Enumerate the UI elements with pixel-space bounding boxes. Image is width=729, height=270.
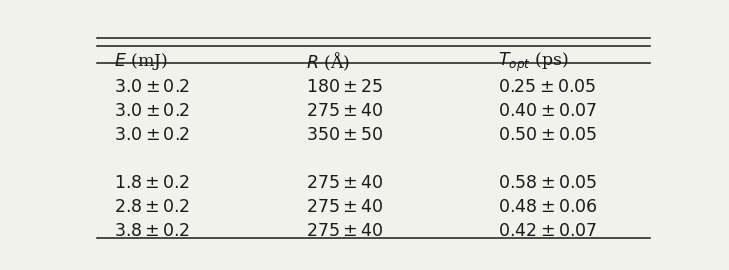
- Text: $T_{opt}$ (ps): $T_{opt}$ (ps): [498, 51, 569, 74]
- Text: $0.50 \pm 0.05$: $0.50 \pm 0.05$: [498, 127, 597, 144]
- Text: $3.0 \pm 0.2$: $3.0 \pm 0.2$: [114, 79, 190, 96]
- Text: $350 \pm 50$: $350 \pm 50$: [306, 127, 383, 144]
- Text: $3.0 \pm 0.2$: $3.0 \pm 0.2$: [114, 127, 190, 144]
- Text: $0.58 \pm 0.05$: $0.58 \pm 0.05$: [498, 175, 597, 192]
- Text: $275 \pm 40$: $275 \pm 40$: [306, 223, 383, 240]
- Text: $E$ (mJ): $E$ (mJ): [114, 51, 168, 72]
- Text: $275 \pm 40$: $275 \pm 40$: [306, 175, 383, 192]
- Text: $2.8 \pm 0.2$: $2.8 \pm 0.2$: [114, 199, 189, 216]
- Text: $0.48 \pm 0.06$: $0.48 \pm 0.06$: [498, 199, 598, 216]
- Text: $3.8 \pm 0.2$: $3.8 \pm 0.2$: [114, 223, 189, 240]
- Text: $3.0 \pm 0.2$: $3.0 \pm 0.2$: [114, 103, 190, 120]
- Text: $0.42 \pm 0.07$: $0.42 \pm 0.07$: [498, 223, 597, 240]
- Text: $1.8 \pm 0.2$: $1.8 \pm 0.2$: [114, 175, 189, 192]
- Text: $180 \pm 25$: $180 \pm 25$: [306, 79, 383, 96]
- Text: $R$ (Å): $R$ (Å): [306, 51, 350, 73]
- Text: $275 \pm 40$: $275 \pm 40$: [306, 103, 383, 120]
- Text: $0.40 \pm 0.07$: $0.40 \pm 0.07$: [498, 103, 597, 120]
- Text: $275 \pm 40$: $275 \pm 40$: [306, 199, 383, 216]
- Text: $0.25 \pm 0.05$: $0.25 \pm 0.05$: [498, 79, 596, 96]
